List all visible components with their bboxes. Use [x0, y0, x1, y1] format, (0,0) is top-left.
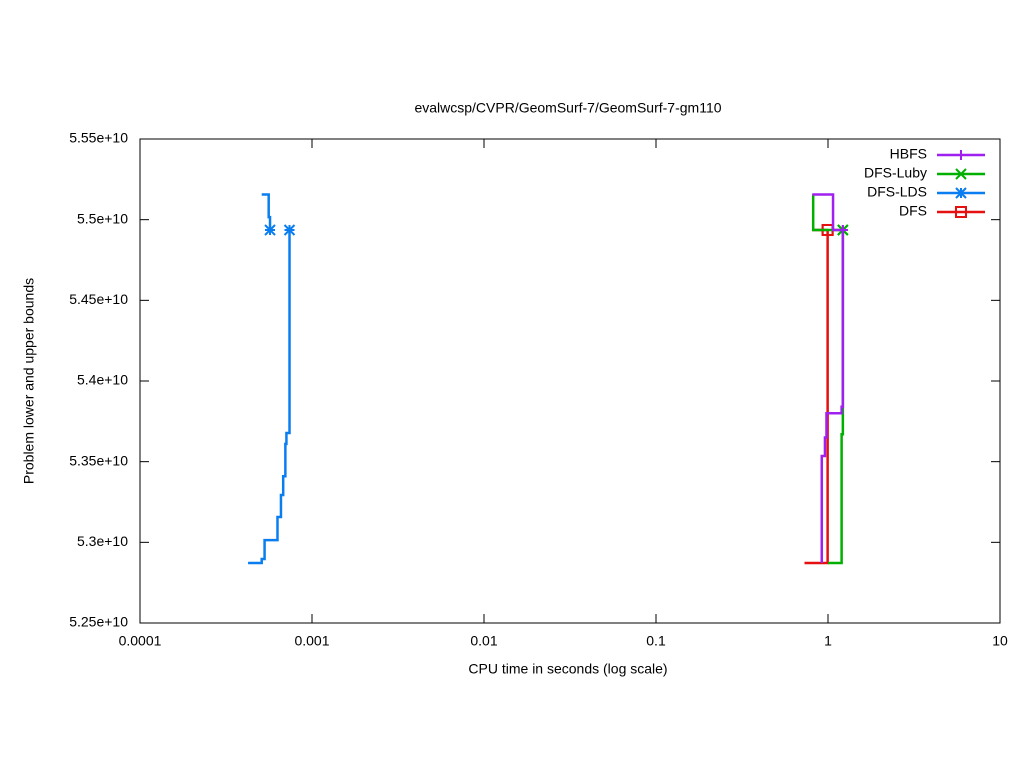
- y-tick-label: 5.3e+10: [77, 533, 128, 549]
- legend-label: DFS-Luby: [864, 165, 927, 181]
- marker-stroke: [955, 187, 967, 199]
- marker: [955, 187, 967, 199]
- x-tick-label: 0.01: [470, 633, 497, 649]
- marker: [837, 224, 848, 235]
- x-tick-label: 0.1: [646, 633, 666, 649]
- legend-label: DFS-LDS: [867, 184, 927, 200]
- y-tick-label: 5.4e+10: [77, 372, 128, 388]
- marker-box: [955, 206, 967, 218]
- marker-stroke: [955, 168, 967, 180]
- x-tick-label: 0.001: [294, 633, 329, 649]
- y-tick-label: 5.5e+10: [77, 210, 128, 226]
- y-tick-label: 5.55e+10: [69, 130, 128, 146]
- y-tick-label: 5.25e+10: [69, 614, 128, 630]
- x-axis-label: CPU time in seconds (log scale): [468, 661, 667, 677]
- marker: [955, 206, 967, 218]
- x-tick-label: 1: [824, 633, 832, 649]
- legend-label: HBFS: [890, 146, 927, 162]
- x-tick-label: 10: [992, 633, 1008, 649]
- legend-label: DFS: [899, 203, 927, 219]
- marker: [956, 150, 966, 160]
- y-axis-label: Problem lower and upper bounds: [21, 278, 37, 484]
- marker-stroke: [264, 224, 276, 236]
- x-tick-label: 0.0001: [119, 633, 162, 649]
- marker: [283, 224, 296, 236]
- y-tick-label: 5.35e+10: [69, 452, 128, 468]
- series-line: [248, 193, 291, 565]
- chart-title: evalwcsp/CVPR/GeomSurf-7/GeomSurf-7-gm11…: [414, 100, 721, 116]
- marker: [955, 168, 967, 180]
- y-tick-label: 5.45e+10: [69, 291, 128, 307]
- marker: [264, 224, 276, 236]
- marker-stroke: [283, 224, 296, 236]
